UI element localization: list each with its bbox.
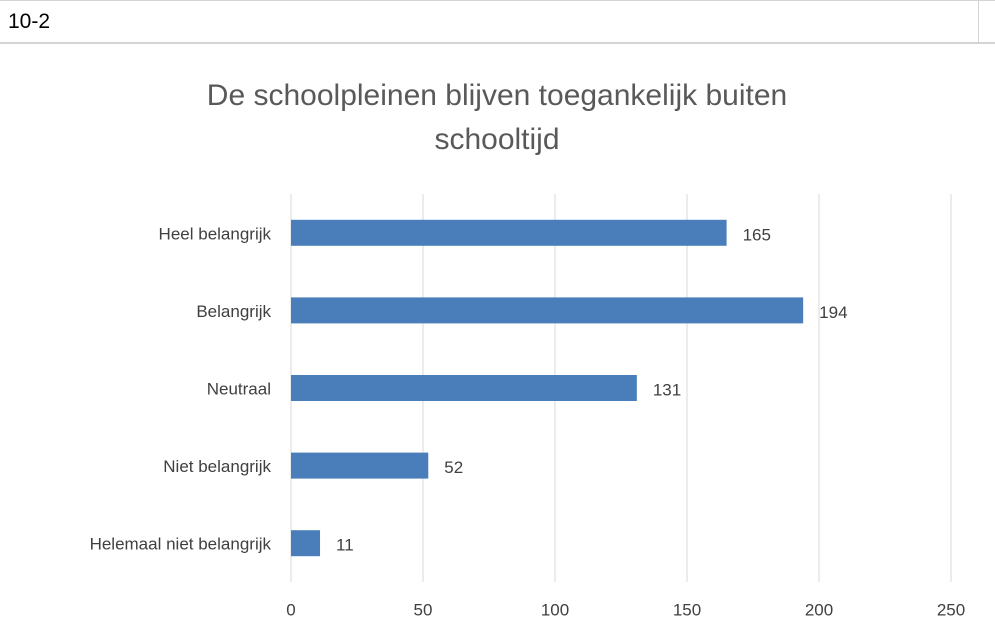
x-tick-label: 100 [541,600,569,619]
header-bar [0,0,995,44]
bar [291,297,804,324]
bar [291,452,429,479]
y-tick-label: Neutraal [207,379,271,398]
x-tick-label: 150 [673,600,701,619]
data-label: 11 [336,536,354,555]
x-tick-label: 250 [937,600,965,619]
data-label: 165 [743,225,771,244]
y-tick-label: Helemaal niet belangrijk [90,535,272,554]
x-tick-label: 50 [414,600,433,619]
data-label: 131 [653,380,681,399]
chart-title: De schoolpleinen blijven toegankelijk bu… [206,79,788,156]
data-label: 52 [444,458,463,477]
bar [291,219,727,246]
y-tick-label: Belangrijk [196,302,271,321]
cell-divider [978,1,979,43]
y-tick-label: Heel belangrijk [159,224,272,243]
bar [291,375,637,401]
cell-text: 10-2 [8,10,51,33]
bar [291,530,321,557]
x-tick-label: 200 [805,600,833,619]
y-tick-label: Niet belangrijk [163,457,271,476]
data-label: 194 [819,303,847,322]
x-tick-label: 0 [286,600,295,619]
